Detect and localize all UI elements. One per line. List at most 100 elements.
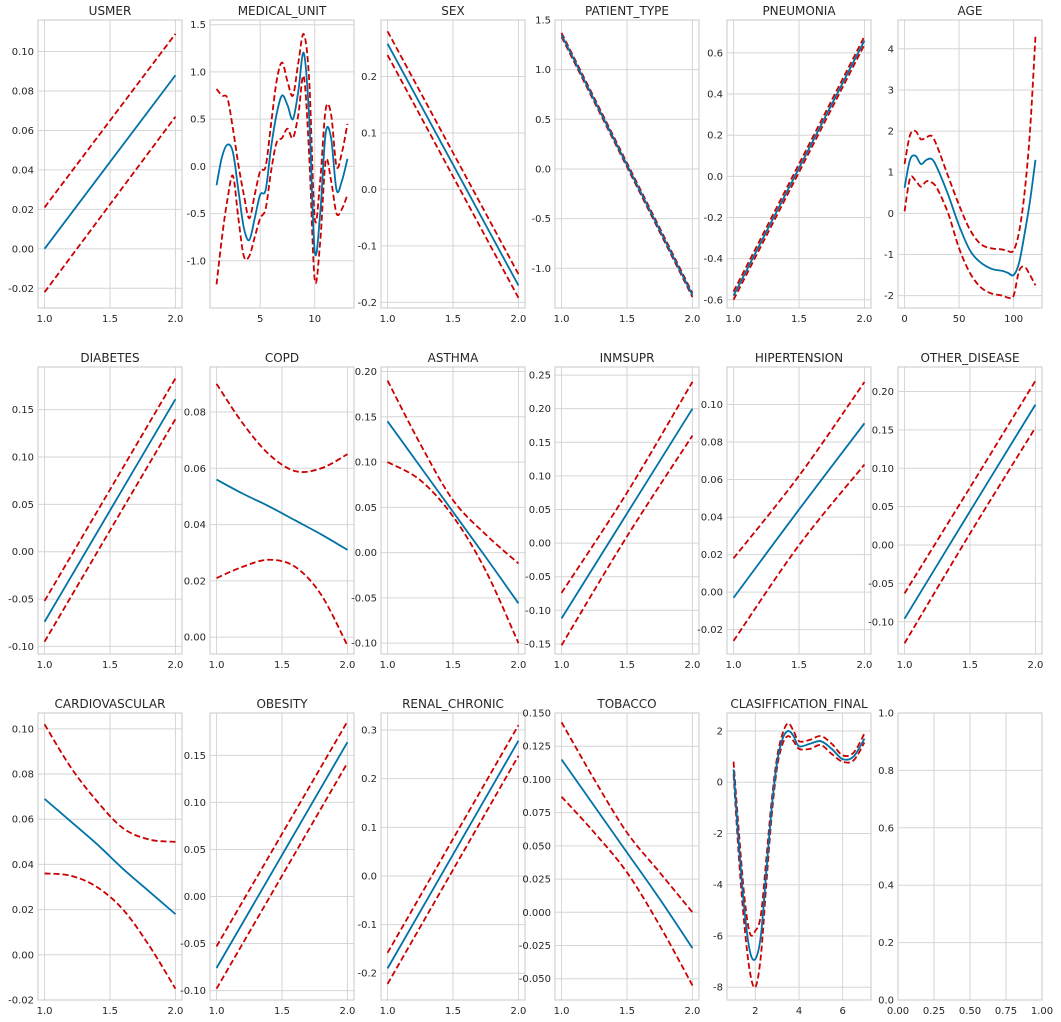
x-tick-label: 2.0 bbox=[857, 314, 873, 325]
x-tick-label: 1.5 bbox=[619, 314, 635, 325]
y-tick-label: 0.08 bbox=[184, 408, 206, 419]
panel-title: TOBACCO bbox=[596, 697, 656, 711]
panel-empty: 0.0 0.2 0.4 0.6 0.8 1.0 0.00 0.25 0.50 0.75 1.00 bbox=[878, 709, 1053, 1018]
y-tick-label: -0.6 bbox=[703, 295, 723, 306]
plot-frame bbox=[726, 712, 872, 1001]
y-tick-label: 0.3 bbox=[361, 726, 377, 737]
y-tick-label: 0.10 bbox=[12, 47, 34, 58]
y-tick-label: 0.4 bbox=[878, 881, 894, 892]
partial-dependence-line bbox=[732, 422, 866, 599]
panel-title: PATIENT_TYPE bbox=[585, 4, 669, 18]
panel-cardiovascular: -0.02 0.00 0.02 0.04 0.06 0.08 0.10 1.0 1.5 2.0 CA… bbox=[8, 697, 183, 1017]
y-tick-label: 0.00 bbox=[872, 541, 894, 552]
y-tick-label: 0.8 bbox=[878, 766, 894, 777]
series-group bbox=[732, 381, 866, 642]
partial-dependence-line bbox=[215, 741, 349, 969]
lower-ci-line bbox=[732, 463, 866, 642]
y-tick-label: 0.06 bbox=[701, 475, 723, 486]
panel-clasiffication-final: -8 -6 -4 -2 0 2 2 4 6 CLASIFFICATION_FINAL bbox=[713, 697, 872, 1017]
panel-title: MEDICAL_UNIT bbox=[238, 4, 327, 18]
y-tick-label: -0.10 bbox=[351, 639, 377, 650]
y-tick-label: 0.06 bbox=[12, 126, 34, 137]
partial-dependence-line bbox=[386, 740, 520, 969]
y-tick-label: -0.05 bbox=[180, 939, 206, 950]
y-tick-label: 0.4 bbox=[707, 90, 723, 101]
panel-copd: 0.00 0.02 0.04 0.06 0.08 1.0 1.5 2.0 COPD bbox=[184, 351, 356, 671]
y-tick-label: 0.5 bbox=[535, 115, 551, 126]
y-tick-label: 0.2 bbox=[361, 774, 377, 785]
y-tick-label: 0.02 bbox=[701, 550, 723, 561]
y-tick-label: 0.075 bbox=[522, 808, 551, 819]
plot-frame bbox=[897, 19, 1043, 309]
y-tick-label: -0.2 bbox=[357, 298, 377, 309]
partial-dependence-line bbox=[386, 43, 520, 286]
x-tick-label: 2.0 bbox=[340, 660, 356, 671]
y-tick-label: 0.0 bbox=[878, 996, 894, 1007]
y-tick-label: 0.04 bbox=[184, 520, 206, 531]
x-tick-label: 2.0 bbox=[511, 660, 527, 671]
y-tick-label: -0.10 bbox=[8, 642, 34, 653]
plot-frame bbox=[37, 712, 183, 1001]
series-group bbox=[560, 381, 694, 646]
plot-frame bbox=[554, 712, 700, 1001]
partial-dependence-line bbox=[560, 34, 694, 296]
y-tick-label: 0.0 bbox=[361, 871, 377, 882]
y-tick-label: 0.02 bbox=[184, 576, 206, 587]
panel-medical-unit: -1.0 -0.5 0.0 0.5 1.0 1.5 5 10 MEDICAL_UNIT bbox=[186, 4, 355, 325]
y-tick-label: 0.125 bbox=[522, 742, 551, 753]
upper-ci-line bbox=[215, 33, 349, 224]
y-tick-label: -6 bbox=[713, 931, 723, 942]
panel-title: PNEUMONIA bbox=[762, 4, 836, 18]
y-tick-label: 0.05 bbox=[529, 505, 551, 516]
upper-ci-line bbox=[386, 30, 520, 275]
y-tick-label: 0.25 bbox=[529, 371, 551, 382]
panel-sex: -0.2 -0.1 0.0 0.1 0.2 1.0 1.5 2.0 SEX bbox=[357, 4, 526, 325]
y-tick-label: 0.20 bbox=[355, 367, 377, 378]
x-tick-label: 2.0 bbox=[168, 314, 184, 325]
upper-ci-line bbox=[560, 381, 694, 594]
y-tick-label: 0.00 bbox=[529, 539, 551, 550]
upper-ci-line bbox=[215, 721, 349, 947]
y-tick-label: 2 bbox=[717, 726, 723, 737]
x-tick-label: 1.0 bbox=[380, 1006, 396, 1017]
panel-tobacco: -0.050 -0.025 0.000 0.025 0.050 0.075 0.100 0.1… bbox=[519, 697, 701, 1017]
y-tick-label: 0.1 bbox=[361, 128, 377, 139]
y-tick-label: -0.10 bbox=[180, 986, 206, 997]
series-group bbox=[43, 377, 177, 643]
y-tick-label: -0.05 bbox=[868, 579, 894, 590]
panel-renal-chronic: -0.2 -0.1 0.0 0.1 0.2 0.3 1.0 1.5 2.0 RENAL_CHRON… bbox=[357, 697, 526, 1017]
panel-other-disease: -0.10 -0.05 0.00 0.05 0.10 0.15 0.20 1.0 1.5 2.0 O… bbox=[868, 351, 1043, 671]
y-tick-label: 2 bbox=[888, 127, 894, 138]
x-tick-label: 4 bbox=[796, 1006, 802, 1017]
y-tick-label: 0.08 bbox=[12, 87, 34, 98]
y-tick-label: 0.00 bbox=[355, 548, 377, 559]
y-tick-label: -0.2 bbox=[703, 213, 723, 224]
series-group bbox=[732, 36, 866, 301]
x-tick-label: 1.5 bbox=[619, 1006, 635, 1017]
x-tick-label: 1.5 bbox=[102, 314, 118, 325]
x-tick-label: 2.0 bbox=[340, 1006, 356, 1017]
x-tick-label: 2.0 bbox=[168, 660, 184, 671]
panel-title: USMER bbox=[89, 4, 132, 18]
upper-ci-line bbox=[43, 33, 177, 208]
panel-hipertension: -0.02 0.00 0.02 0.04 0.06 0.08 0.10 1.0 1.5 2.0 HI… bbox=[697, 351, 872, 671]
lower-ci-line bbox=[43, 116, 177, 293]
y-tick-label: 3 bbox=[888, 85, 894, 96]
x-tick-label: 1.5 bbox=[962, 660, 978, 671]
x-tick-label: 2.0 bbox=[685, 660, 701, 671]
partial-dependence-line bbox=[43, 398, 177, 623]
y-tick-label: 0.025 bbox=[522, 875, 551, 886]
panel-title: INMSUPR bbox=[600, 351, 655, 365]
y-tick-label: 0.0 bbox=[361, 185, 377, 196]
x-tick-label: 50 bbox=[953, 314, 966, 325]
series-group bbox=[215, 721, 349, 990]
y-tick-label: 0.6 bbox=[878, 823, 894, 834]
y-tick-label: 0.08 bbox=[701, 438, 723, 449]
x-tick-label: 1.5 bbox=[445, 314, 461, 325]
partial-dependence-line bbox=[43, 798, 177, 915]
y-tick-label: 4 bbox=[888, 44, 894, 55]
series-group bbox=[386, 724, 520, 985]
lower-ci-line bbox=[386, 755, 520, 985]
partial-dependence-line bbox=[386, 420, 520, 604]
